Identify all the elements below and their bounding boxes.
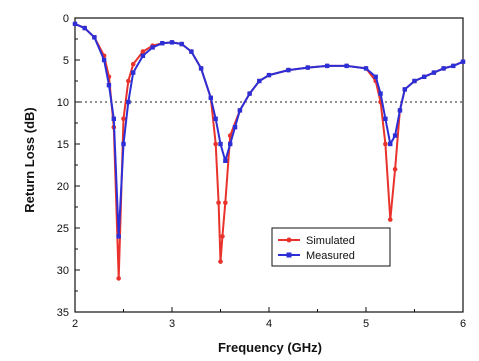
data-point-simulated [218,259,223,264]
data-point-simulated [140,49,146,54]
data-point-measured [392,133,398,138]
data-point-simulated [392,166,398,172]
x-tick-label: 5 [363,318,369,330]
data-point-measured [412,78,417,84]
data-point-measured [106,83,112,88]
data-point-measured [116,234,121,239]
data-point-measured [82,25,87,31]
legend-box [271,227,391,267]
data-point-measured [247,91,252,96]
data-point-measured [373,74,378,79]
series-line-simulated [74,22,464,280]
data-point-measured [451,63,456,69]
data-point-measured [388,141,393,147]
data-point-measured [213,116,218,121]
y-tick-label: 15 [57,139,69,151]
data-point-measured [150,45,155,50]
data-point-measured [378,91,383,96]
data-point-measured [208,95,213,100]
data-point-measured [223,158,228,163]
data-point-measured [237,108,243,113]
data-point-simulated [116,276,121,281]
y-tick-label: 20 [57,181,69,193]
x-tick-label: 2 [72,318,78,330]
series-line-measured [74,22,464,238]
x-tick-label: 6 [460,318,466,330]
data-point-measured [228,141,233,147]
data-point-measured [160,41,165,46]
y-axis-title: Return Loss (dB) [22,107,37,212]
x-tick-label: 3 [169,318,175,330]
data-point-measured [179,41,184,47]
y-tick-label: 25 [57,223,69,235]
data-point-measured [198,66,204,71]
x-tick-label: 4 [266,318,272,330]
legend-label-measured: Measured [306,250,355,262]
y-tick-label: 5 [63,55,69,67]
data-point-simulated [121,116,126,122]
data-point-simulated [126,78,131,84]
legend-marker-measured [286,252,292,258]
data-point-measured [131,70,136,75]
data-point-measured [189,49,194,54]
legend-label-simulated: Simulated [306,235,355,247]
data-point-simulated [387,217,393,222]
legend-marker-simulated [286,237,292,243]
data-point-simulated [220,234,225,239]
data-point-measured [121,141,126,147]
y-tick-label: 30 [57,265,69,277]
data-point-simulated [130,61,136,67]
y-tick-label: 35 [57,307,69,319]
data-point-measured [325,63,330,69]
data-point-measured [344,63,349,69]
data-point-measured [72,21,78,27]
data-point-measured [101,57,107,63]
data-point-simulated [223,200,228,206]
data-point-measured [422,74,427,79]
data-point-measured [169,40,175,45]
data-point-measured [460,59,466,64]
data-point-simulated [213,141,218,147]
data-point-measured [431,70,437,75]
data-point-measured [363,66,369,71]
data-point-measured [92,35,97,40]
data-point-measured [126,99,131,105]
data-point-simulated [383,141,388,147]
data-point-measured [402,87,407,92]
x-axis-title: Frequency (GHz) [218,340,322,355]
data-point-measured [383,116,388,121]
data-point-measured [305,65,310,70]
data-point-measured [397,108,403,113]
data-point-measured [111,116,116,121]
data-point-measured [232,125,238,130]
data-point-measured [140,53,146,58]
data-point-measured [266,72,272,78]
data-point-simulated [216,200,221,206]
y-tick-label: 10 [57,97,69,109]
data-point-measured [218,141,223,147]
plot-area: 0 5 10 15 20 25 30 352 3 4 5 6 Simulated Measured [57,13,466,330]
data-point-measured [286,67,291,73]
data-point-measured [257,78,262,84]
data-point-measured [441,66,446,71]
y-tick-label: 0 [63,13,69,25]
